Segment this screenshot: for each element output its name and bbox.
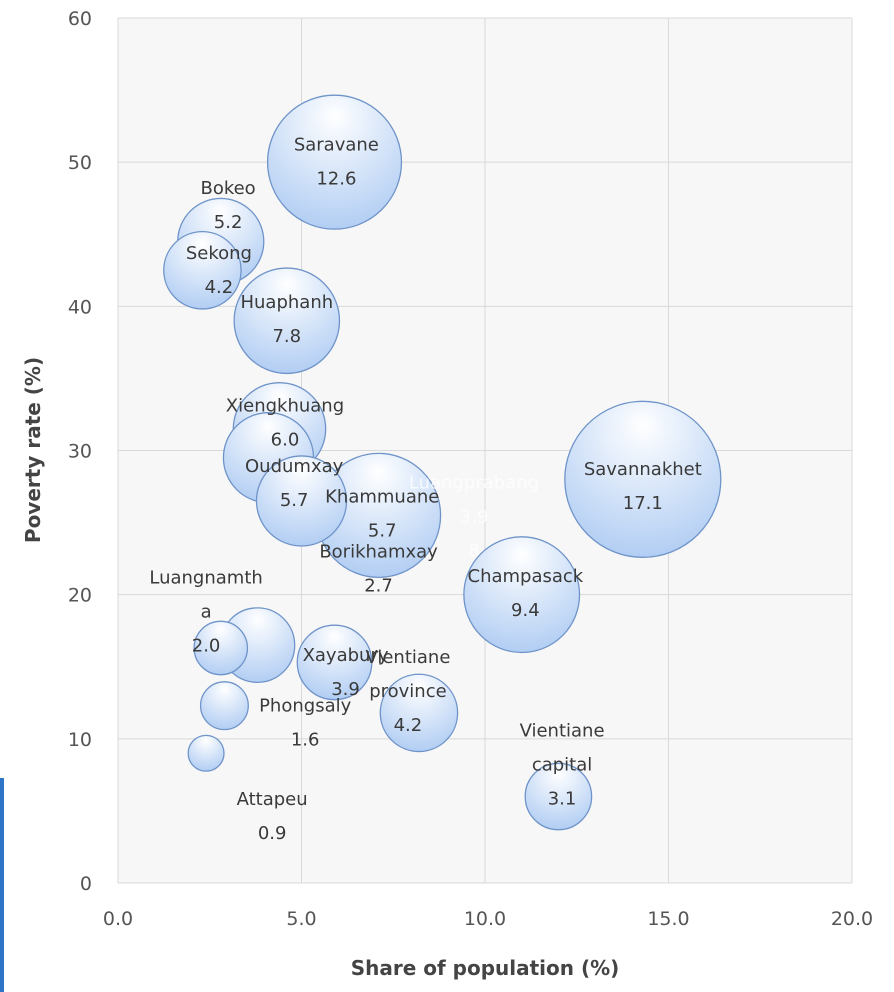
bubble-attapeu xyxy=(187,734,225,772)
bubbles xyxy=(163,94,722,831)
bubble-label-vientiane: Vientiane capital 3.1 xyxy=(520,720,605,809)
bubble-label-xayabury: Xayabury 3.9 xyxy=(303,645,389,700)
bubble-labels: Bokeo 5.2 Saravane 12.6 Sekong 4.2 Huaphanh 7.8… xyxy=(149,135,701,845)
bubble-label-luangprabang: Luangprabang 3.9 8 xyxy=(409,472,539,561)
bubble-label-line: 2.7 xyxy=(364,575,393,596)
bubble-label-line: 8 xyxy=(468,540,479,561)
bubble-label-line: Oudumxay xyxy=(245,456,344,477)
y-tick-label: 40 xyxy=(68,296,92,318)
bubble-label-line: 5.2 xyxy=(214,212,243,233)
bubble-label-line: 1.6 xyxy=(291,730,320,751)
bubble-label-line: 3.9 xyxy=(331,679,360,700)
bubble-label-line: 12.6 xyxy=(316,169,356,190)
left-accent-bar xyxy=(0,778,4,992)
y-tick-label: 0 xyxy=(80,873,92,895)
bubble-label-line: a xyxy=(201,602,212,623)
x-tick-label: 0.0 xyxy=(103,908,133,930)
bubble-xayabury xyxy=(296,624,373,701)
bubble-label-bokeo: Bokeo 5.2 xyxy=(200,178,255,233)
x-tick-label: 10.0 xyxy=(464,908,506,930)
bubble-khammuane xyxy=(255,455,348,547)
bubble-label-savannakhet: Savannakhet 17.1 xyxy=(584,459,702,514)
bubble-huaphanh xyxy=(233,267,341,375)
bubble-label-line: Savannakhet xyxy=(584,459,702,480)
bubble-savannakhet xyxy=(564,400,722,558)
bubble-label-line: 9.4 xyxy=(511,600,540,621)
bubble-label-line: 6.0 xyxy=(271,430,300,451)
bubble-label-line: 0.9 xyxy=(258,823,287,844)
x-tick-label: 15.0 xyxy=(647,908,689,930)
bubble-label-line: Saravane xyxy=(294,135,379,156)
bubble-vientiane-province xyxy=(379,673,459,753)
y-axis-ticks: 0 10 20 30 40 50 60 xyxy=(68,8,92,895)
bubble-label-line: Bokeo xyxy=(200,178,255,199)
bubble-label-line: capital xyxy=(532,754,592,775)
bubble-label-sekong: Sekong 4.2 xyxy=(186,243,252,298)
bubble-label-phongsaly: Phongsaly 1.6 xyxy=(259,696,352,751)
bubble-label-line: Borikhamxay xyxy=(319,541,438,562)
y-tick-label: 60 xyxy=(68,8,92,30)
bubble-label-vientiane: Vientiane province 4.2 xyxy=(365,647,450,736)
bubble-label-line: Vientiane xyxy=(365,647,450,668)
bubble-label-line: 3.1 xyxy=(548,788,577,809)
bubble-vientiane-capital xyxy=(524,762,593,831)
bubble-label-khammuane: Khammuane 5.7 xyxy=(325,486,439,541)
bubble-saravane xyxy=(266,94,403,230)
y-tick-label: 50 xyxy=(68,152,92,174)
bubble-label-line: Luangnamth xyxy=(149,568,262,589)
y-tick-label: 10 xyxy=(68,729,92,751)
bubble-label-line: Khammuane xyxy=(325,486,439,507)
bubble-label-xiengkhuang: Xiengkhuang 6.0 xyxy=(226,396,344,451)
bubble-label-attapeu: Attapeu 0.9 xyxy=(237,789,308,844)
bubble-label-line: province xyxy=(369,681,446,702)
bubble-label-line: Huaphanh xyxy=(240,292,333,313)
bubble-label-line: Sekong xyxy=(186,243,252,264)
bubble-label-huaphanh: Huaphanh 7.8 xyxy=(240,292,333,347)
bubble-label-line: 4.2 xyxy=(394,715,423,736)
y-tick-label: 20 xyxy=(68,585,92,607)
bubble-label-line: Xayabury xyxy=(303,645,389,666)
bubble-label-line: Vientiane xyxy=(520,720,605,741)
bubble-champasack xyxy=(463,536,581,654)
bubble-label-line: Attapeu xyxy=(237,789,308,810)
bubble-label-line: 2.0 xyxy=(192,636,221,657)
bubble-label-line: Luangprabang xyxy=(409,472,539,493)
bubble-label-line: Phongsaly xyxy=(259,696,352,717)
bubble-label-saravane: Saravane 12.6 xyxy=(294,135,379,190)
bubble-label-champasack: Champasack 9.4 xyxy=(468,566,584,621)
bubble-label-borikhamxay: Borikhamxay 2.7 xyxy=(319,541,438,596)
y-tick-label: 30 xyxy=(68,441,92,463)
bubble-label-line: 5.7 xyxy=(368,520,397,541)
bubble-label-line: Xiengkhuang xyxy=(226,396,344,417)
x-tick-label: 5.0 xyxy=(286,908,316,930)
y-axis-title: Poverty rate (%) xyxy=(21,357,45,543)
bubble-label-line: Champasack xyxy=(468,566,584,587)
bubble-label-oudumxay: Oudumxay 5.7 xyxy=(245,456,344,511)
bubble-label-line: 4.2 xyxy=(205,277,234,298)
x-tick-label: 20.0 xyxy=(831,908,873,930)
bubble-label-luangnamth: Luangnamth a 2.0 xyxy=(149,568,262,657)
x-axis-ticks: 0.0 5.0 10.0 15.0 20.0 xyxy=(103,908,873,930)
bubble-luangnamtha xyxy=(193,620,249,676)
bubble-phongsaly xyxy=(199,681,249,731)
bubble-label-line: 7.8 xyxy=(272,326,301,347)
bubble-label-line: 3.9 xyxy=(460,506,489,527)
x-axis-title: Share of population (%) xyxy=(351,956,620,980)
bubble-label-line: 5.7 xyxy=(280,490,309,511)
bubble-label-line: 17.1 xyxy=(623,493,663,514)
bubble-sekong xyxy=(163,230,242,310)
